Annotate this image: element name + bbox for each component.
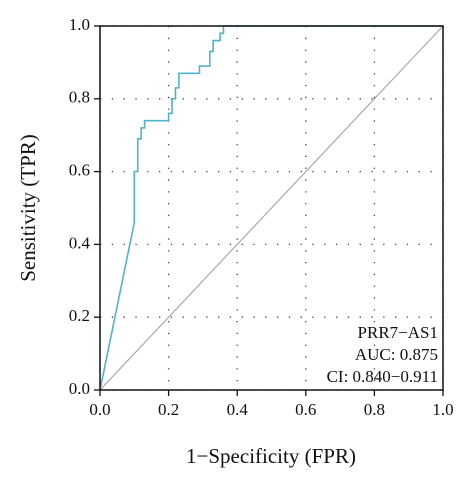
x-tick-label: 1.0 xyxy=(432,400,453,419)
plot-frame xyxy=(99,25,444,391)
ci-annotation: CI: 0.840−0.911 xyxy=(327,367,438,386)
x-tick-label: 0.6 xyxy=(295,400,316,419)
y-tick-label: 0.2 xyxy=(69,306,90,325)
x-tick-label: 0.2 xyxy=(158,400,179,419)
series-label: PRR7−AS1 xyxy=(358,323,438,342)
x-tick-label: 0.4 xyxy=(227,400,249,419)
y-tick-label: 1.0 xyxy=(69,15,90,34)
y-tick-label: 0.6 xyxy=(69,161,90,180)
auc-annotation: AUC: 0.875 xyxy=(355,345,438,364)
x-tick-label: 0.8 xyxy=(364,400,385,419)
roc-curve xyxy=(99,25,443,391)
reference-diagonal xyxy=(99,25,444,391)
y-tick-label: 0.8 xyxy=(69,88,90,107)
x-axis-label: 1−Specificity (FPR) xyxy=(186,444,356,468)
y-axis-label: Sensitivity (TPR) xyxy=(16,134,40,282)
y-tick-label: 0.4 xyxy=(69,233,91,252)
x-tick-label: 0.0 xyxy=(89,400,110,419)
y-tick-label: 0.0 xyxy=(69,379,90,398)
